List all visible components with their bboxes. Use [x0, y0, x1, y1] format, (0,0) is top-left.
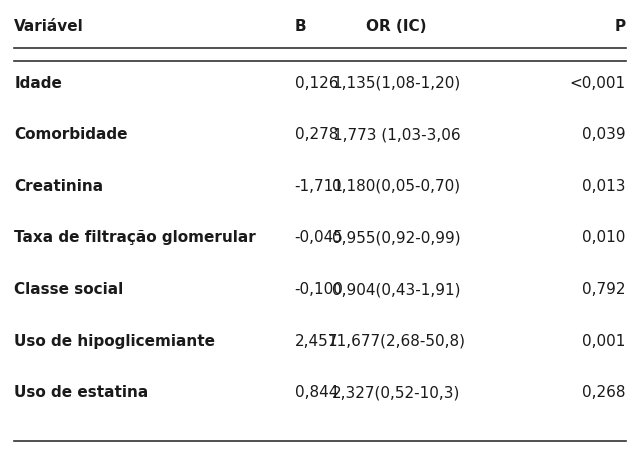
Text: 1,135(1,08-1,20): 1,135(1,08-1,20) [332, 75, 461, 90]
Text: Variável: Variável [14, 19, 84, 34]
Text: 1,773 (1,03-3,06: 1,773 (1,03-3,06 [333, 127, 460, 142]
Text: Comorbidade: Comorbidade [14, 127, 127, 142]
Text: 0,955(0,92-0,99): 0,955(0,92-0,99) [332, 230, 461, 245]
Text: -0,045: -0,045 [294, 230, 344, 245]
Text: P: P [615, 19, 626, 34]
Text: 0,792: 0,792 [582, 281, 626, 296]
Text: 0,180(0,05-0,70): 0,180(0,05-0,70) [332, 179, 461, 193]
Text: 0,268: 0,268 [582, 385, 626, 400]
Text: OR (IC): OR (IC) [366, 19, 427, 34]
Text: 0,013: 0,013 [582, 179, 626, 193]
Text: Creatinina: Creatinina [14, 179, 103, 193]
Text: 0,844: 0,844 [294, 385, 338, 400]
Text: 0,278: 0,278 [294, 127, 338, 142]
Text: 11,677(2,68-50,8): 11,677(2,68-50,8) [328, 333, 465, 348]
Text: -1,711: -1,711 [294, 179, 344, 193]
Text: 2,457: 2,457 [294, 333, 338, 348]
Text: Uso de hipoglicemiante: Uso de hipoglicemiante [14, 333, 215, 348]
Text: 0,039: 0,039 [582, 127, 626, 142]
Text: -0,100: -0,100 [294, 281, 344, 296]
Text: Taxa de filtração glomerular: Taxa de filtração glomerular [14, 230, 256, 245]
Text: <0,001: <0,001 [570, 75, 626, 90]
Text: B: B [294, 19, 306, 34]
Text: 2,327(0,52-10,3): 2,327(0,52-10,3) [332, 385, 461, 400]
Text: 0,126: 0,126 [294, 75, 338, 90]
Text: 0,010: 0,010 [582, 230, 626, 245]
Text: Uso de estatina: Uso de estatina [14, 385, 148, 400]
Text: Classe social: Classe social [14, 281, 124, 296]
Text: 0,904(0,43-1,91): 0,904(0,43-1,91) [332, 281, 461, 296]
Text: Idade: Idade [14, 75, 62, 90]
Text: 0,001: 0,001 [582, 333, 626, 348]
